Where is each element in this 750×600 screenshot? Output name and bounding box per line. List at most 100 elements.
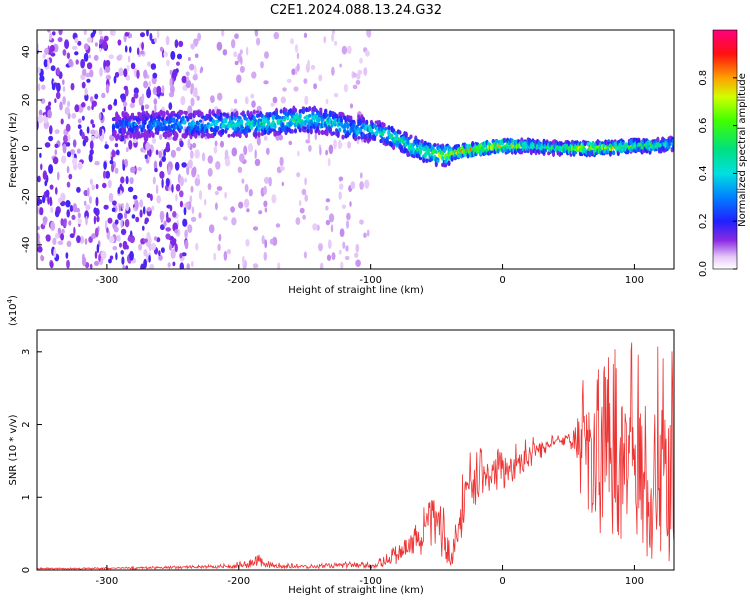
- heatmap-noise-cell: [244, 96, 249, 105]
- heatmap-noise-cell: [86, 78, 91, 83]
- heatmap-noise-cell: [167, 262, 171, 268]
- heatmap-noise-cell: [363, 67, 368, 76]
- heatmap-noise-cell: [239, 153, 245, 163]
- heatmap-ridge-cell: [314, 122, 318, 127]
- heatmap-noise-cell: [93, 207, 97, 214]
- heatmap-noise-cell: [158, 150, 162, 159]
- heatmap-ridge-cell: [301, 108, 305, 115]
- heatmap-noise-cell: [234, 33, 239, 40]
- heatmap-noise-cell: [252, 226, 259, 231]
- heatmap-noise-cell: [84, 262, 90, 269]
- heatmap-noise-cell: [89, 178, 93, 185]
- heatmap-noise-cell: [52, 31, 56, 36]
- heatmap-noise-cell: [143, 80, 149, 89]
- heatmap-noise-cell: [190, 185, 194, 193]
- heatmap-noise-cell: [290, 38, 294, 45]
- heatmap-noise-cell: [163, 51, 168, 58]
- heatmap-noise-cell: [95, 184, 99, 189]
- heatmap-noise-cell: [183, 206, 187, 216]
- heatmap-noise-cell: [150, 243, 157, 251]
- heatmap-noise-cell: [92, 30, 97, 35]
- heatmap-ridge-cell: [324, 108, 328, 114]
- heatmap-noise-cell: [76, 235, 81, 244]
- heatmap-noise-cell: [279, 156, 284, 167]
- heatmap-noise-cell: [114, 167, 119, 174]
- heatmap-noise-cell: [47, 30, 51, 33]
- heatmap-noise-cell: [82, 68, 87, 76]
- heatmap-noise-cell: [76, 148, 81, 154]
- heatmap-noise-cell: [189, 195, 193, 204]
- heatmap-noise-cell: [176, 53, 183, 60]
- heatmap-noise-cell: [186, 263, 190, 269]
- heatmap-ridge-cell: [608, 150, 613, 157]
- heatmap-noise-cell: [45, 189, 50, 198]
- heatmap-noise-cell: [49, 261, 54, 269]
- heatmap-noise-cell: [122, 101, 128, 107]
- heatmap-ridge-cell: [333, 118, 337, 125]
- heatmap-noise-cell: [114, 71, 120, 78]
- heatmap-noise-cell: [303, 251, 307, 259]
- figure-title: C2E1.2024.088.13.24.G32: [270, 3, 442, 18]
- heatmap-ridge-cell: [142, 112, 146, 119]
- heatmap-noise-cell: [57, 171, 60, 181]
- heatmap-noise-cell: [152, 136, 156, 144]
- heatmap-noise-cell: [295, 217, 301, 226]
- heatmap-ridge-cell: [162, 111, 166, 118]
- heatmap-noise-cell: [60, 218, 64, 226]
- heatmap-noise-cell: [352, 84, 358, 90]
- heatmap-ridge-cell: [433, 143, 437, 147]
- heatmap-ridge-cell: [621, 141, 625, 146]
- heatmap-noise-cell: [154, 37, 157, 43]
- heatmap-noise-cell: [220, 140, 224, 148]
- heatmap-ridge-cell: [244, 132, 248, 139]
- heatmap-noise-cell: [50, 65, 56, 72]
- heatmap-noise-cell: [245, 46, 249, 56]
- heatmap-ridge-cell: [559, 152, 564, 156]
- heatmap-noise-cell: [98, 112, 102, 120]
- heatmap-ridge-cell: [319, 107, 323, 112]
- heatmap-noise-cell: [77, 118, 82, 124]
- heatmap-ridge-cell: [172, 119, 176, 124]
- heatmap-noise-cell: [359, 181, 364, 190]
- heatmap-ridge-cell: [246, 111, 250, 116]
- heatmap-noise-cell: [341, 204, 347, 209]
- heatmap-noise-cell: [328, 144, 334, 155]
- heatmap-noise-cell: [153, 160, 158, 171]
- heatmap-noise-cell: [153, 98, 158, 105]
- heatmap-ridge-cell: [409, 134, 413, 139]
- heatmap-noise-cell: [108, 192, 114, 203]
- colorbar: 0.0 0.2 0.4 0.6 0.8 Normalized spectral ampl…: [698, 29, 748, 277]
- heatmap-noise-cell: [86, 62, 93, 70]
- heatmap-noise-cell: [156, 30, 160, 39]
- heatmap-ridge-cell: [238, 132, 242, 139]
- heatmap-noise-cell: [77, 124, 82, 130]
- heatmap-noise-cell: [146, 61, 152, 67]
- heatmap-noise-cell: [234, 60, 239, 66]
- heatmap-noise-cell: [170, 50, 176, 60]
- heatmap-ridge-cell: [415, 147, 419, 152]
- heatmap-noise-cell: [83, 52, 89, 62]
- heatmap-noise-cell: [142, 225, 145, 231]
- heatmap-noise-cell: [174, 243, 178, 253]
- heatmap-noise-cell: [86, 126, 90, 134]
- heatmap-noise-cell: [239, 49, 243, 55]
- heatmap-noise-cell: [123, 68, 128, 78]
- heatmap-noise-cell: [314, 133, 318, 141]
- heatmap-noise-cell: [174, 229, 179, 234]
- heatmap-ridge-cell: [436, 159, 440, 163]
- heatmap-noise-cell: [146, 193, 151, 198]
- heatmap-noise-cell: [340, 261, 344, 269]
- x-tick-label: 100: [625, 275, 644, 286]
- heatmap-noise-cell: [299, 207, 305, 214]
- heatmap-noise-cell: [237, 166, 243, 173]
- x-tick-label: -100: [359, 275, 382, 286]
- heatmap-noise-cell: [117, 212, 123, 221]
- heatmap-ridge-cell: [496, 148, 500, 154]
- heatmap-noise-cell: [43, 59, 48, 68]
- heatmap-noise-cell: [49, 32, 53, 41]
- heatmap-noise-cell: [355, 79, 361, 85]
- heatmap-noise-cell: [319, 147, 322, 156]
- heatmap-noise-cell: [45, 234, 51, 241]
- heatmap-noise-cell: [129, 102, 135, 109]
